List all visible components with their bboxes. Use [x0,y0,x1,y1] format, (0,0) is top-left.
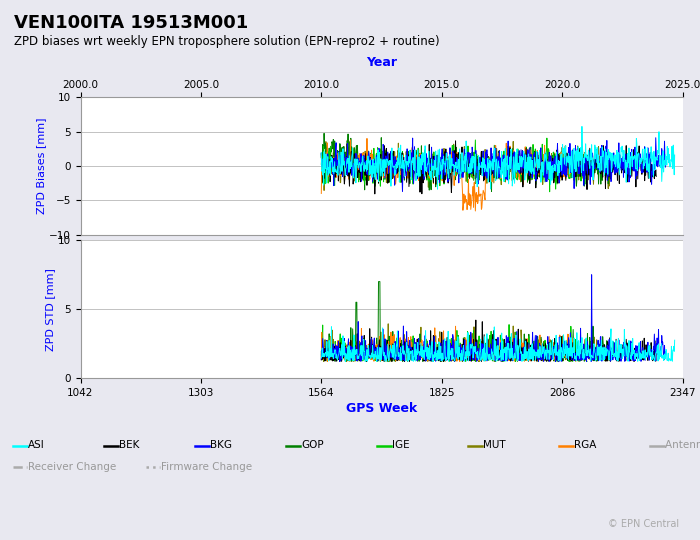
Text: ZPD biases wrt weekly EPN troposphere solution (EPN-repro2 + routine): ZPD biases wrt weekly EPN troposphere so… [14,35,440,48]
Text: ASI: ASI [28,441,45,450]
Text: BKG: BKG [210,441,232,450]
Text: GPS Week: GPS Week [346,402,417,415]
Y-axis label: ZPD Biases [mm]: ZPD Biases [mm] [36,118,46,214]
Text: BEK: BEK [119,441,139,450]
Text: GOP: GOP [301,441,323,450]
Text: Year: Year [366,56,397,69]
Text: RGA: RGA [574,441,596,450]
Text: Antenna Change: Antenna Change [665,441,700,450]
Text: Firmware Change: Firmware Change [161,462,252,472]
Text: Receiver Change: Receiver Change [28,462,116,472]
Text: IGE: IGE [392,441,410,450]
Text: VEN100ITA 19513M001: VEN100ITA 19513M001 [14,14,248,31]
Text: MUT: MUT [483,441,505,450]
Text: © EPN Central: © EPN Central [608,519,679,529]
Y-axis label: ZPD STD [mm]: ZPD STD [mm] [45,268,55,350]
